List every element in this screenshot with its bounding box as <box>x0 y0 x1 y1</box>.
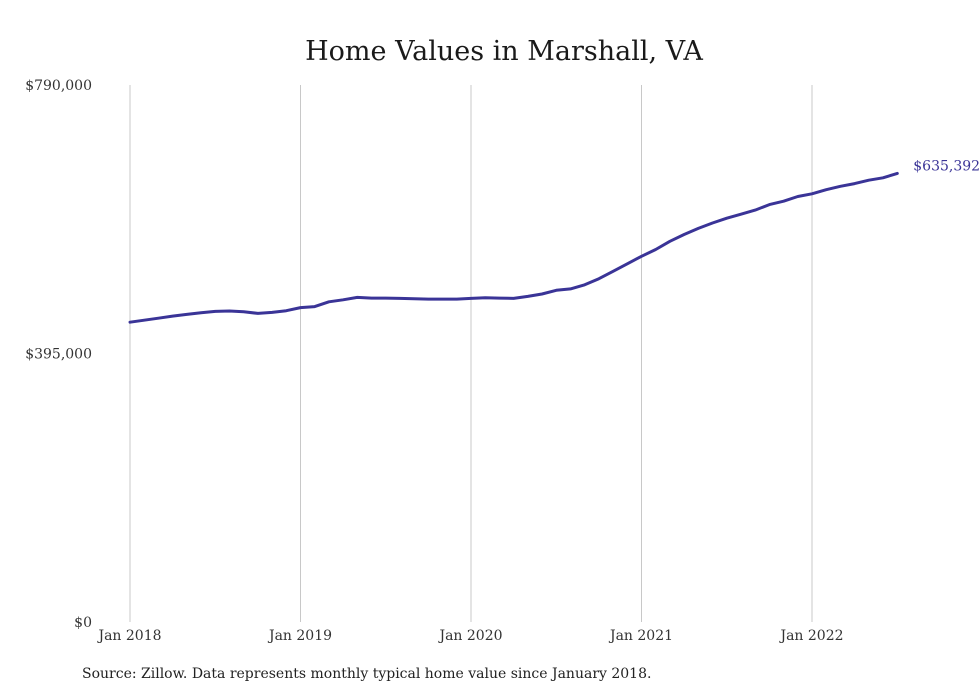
x-tick-label: Jan 2022 <box>778 628 843 644</box>
x-tick-label: Jan 2019 <box>267 628 332 644</box>
series-line <box>128 171 899 324</box>
y-tick-label: $0 <box>74 615 92 631</box>
x-axis-ticks: Jan 2018 Jan 2019 Jan 2020 Jan 2021 Jan 2022 <box>96 628 843 644</box>
y-axis-ticks: $0 $395,000 $790,000 <box>25 78 92 631</box>
gridlines <box>129 85 813 622</box>
chart-title: Home Values in Marshall, VA <box>305 36 703 67</box>
source-note: Source: Zillow. Data represents monthly … <box>82 666 652 682</box>
x-tick-label: Jan 2018 <box>96 628 161 644</box>
x-tick-label: Jan 2020 <box>437 628 502 644</box>
x-tick-label: Jan 2021 <box>608 628 673 644</box>
y-tick-label: $790,000 <box>25 78 92 94</box>
y-tick-label: $395,000 <box>25 347 92 363</box>
end-value-label: $635,392 <box>913 158 980 174</box>
